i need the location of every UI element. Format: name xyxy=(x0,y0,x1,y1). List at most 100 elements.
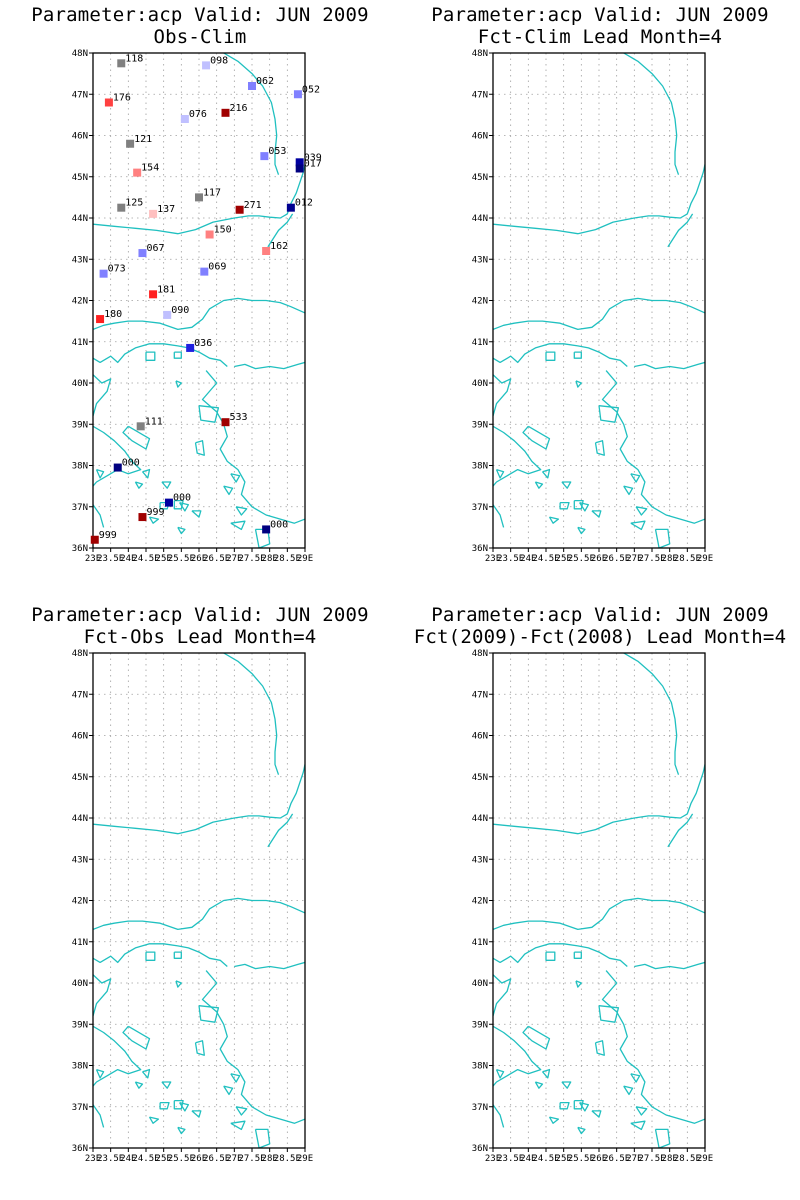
island-outline xyxy=(630,520,646,531)
island-outline xyxy=(545,351,556,361)
island-outline xyxy=(142,468,151,479)
island-outline xyxy=(594,440,605,456)
station-label: 000 xyxy=(173,493,191,504)
coastline xyxy=(93,1104,105,1128)
island-outline xyxy=(623,485,634,496)
coastline xyxy=(493,974,512,1017)
coastline xyxy=(267,813,294,848)
island-outline xyxy=(122,425,151,450)
station-label: 216 xyxy=(230,103,248,114)
panel-2-title-line2: Fct-Clim Lead Month=4 xyxy=(477,26,723,48)
station-label: 999 xyxy=(146,507,164,518)
station-label: 000 xyxy=(270,519,288,530)
map-panel-1: 48N47N46N45N44N43N42N41N40N39N38N37N36N2… xyxy=(72,49,322,564)
lat-tick-label: 39N xyxy=(72,1020,88,1030)
coastline xyxy=(493,1025,542,1087)
island-outline xyxy=(522,425,551,450)
lat-tick-label: 45N xyxy=(72,173,88,183)
station-label: 533 xyxy=(230,412,248,423)
lat-tick-label: 42N xyxy=(472,297,488,307)
lat-tick-label: 41N xyxy=(472,938,488,948)
island-outline xyxy=(223,1085,234,1096)
island-outline xyxy=(230,1120,246,1131)
map-panel-3: 48N47N46N45N44N43N42N41N40N39N38N37N36N2… xyxy=(72,649,313,1164)
panel-1-title: Parameter:acp Valid: JUN 2009 Obs-Clim xyxy=(0,4,400,48)
coastline-layer xyxy=(93,53,305,548)
coastline xyxy=(93,897,305,931)
lat-tick-label: 40N xyxy=(72,979,88,989)
lat-tick-label: 36N xyxy=(472,1144,488,1154)
lon-tick-label: 24.5E xyxy=(132,554,159,564)
lon-tick-label: 25E xyxy=(556,554,572,564)
station-label: 090 xyxy=(171,305,189,316)
station-label: 121 xyxy=(134,134,152,145)
lat-tick-label: 43N xyxy=(72,855,88,865)
station-marker xyxy=(126,139,135,148)
station-marker xyxy=(90,535,99,544)
lon-tick-label: 23.5E xyxy=(97,554,124,564)
coastline xyxy=(667,213,694,248)
station-label: 076 xyxy=(189,109,207,120)
coastline xyxy=(234,361,305,370)
island-outline xyxy=(95,468,105,479)
lon-tick-label: 25E xyxy=(156,1154,172,1164)
island-outline xyxy=(95,1068,105,1079)
lon-tick-label: 26E xyxy=(591,554,607,564)
panel-2-title: Parameter:acp Valid: JUN 2009 Fct-Clim L… xyxy=(400,4,800,48)
coastline xyxy=(493,943,628,967)
panel-4-title: Parameter:acp Valid: JUN 2009 Fct(2009)-… xyxy=(400,604,800,648)
island-outline xyxy=(495,468,505,479)
island-outline xyxy=(561,481,572,489)
island-outline xyxy=(635,506,648,516)
island-outline xyxy=(630,1073,641,1083)
lon-tick-label: 28.5E xyxy=(674,1154,701,1164)
island-outline xyxy=(159,1101,170,1110)
lat-tick-label: 38N xyxy=(472,1062,488,1072)
island-outline xyxy=(573,951,582,959)
panel-4-title-line2: Fct(2009)-Fct(2008) Lead Month=4 xyxy=(413,626,787,648)
lat-tick-label: 42N xyxy=(472,897,488,907)
lon-tick-label: 26E xyxy=(191,554,207,564)
lat-tick-label: 47N xyxy=(472,690,488,700)
lat-tick-label: 38N xyxy=(72,1062,88,1072)
coastline xyxy=(93,974,112,1017)
station-marker xyxy=(248,82,256,90)
station-marker xyxy=(117,59,126,68)
lat-tick-label: 44N xyxy=(72,814,88,824)
coastline xyxy=(93,504,105,528)
island-outline xyxy=(559,1101,570,1110)
lat-tick-label: 46N xyxy=(72,132,88,142)
coastline xyxy=(493,764,705,835)
lon-tick-label: 25E xyxy=(156,554,172,564)
island-outline xyxy=(235,1106,248,1116)
station-marker xyxy=(235,205,244,214)
coastline xyxy=(634,361,705,370)
station-label: 111 xyxy=(145,416,163,427)
station-label: 125 xyxy=(125,198,143,209)
station-label: 162 xyxy=(270,241,288,252)
station-label: 000 xyxy=(122,458,140,469)
island-outline xyxy=(179,1101,190,1112)
island-outline xyxy=(598,405,620,423)
coastline xyxy=(493,343,628,367)
lat-tick-label: 45N xyxy=(72,773,88,783)
station-marker xyxy=(293,90,302,99)
coastline-layer xyxy=(493,653,705,1148)
island-outline xyxy=(161,1081,172,1089)
coastline xyxy=(493,1104,505,1128)
station-marker xyxy=(117,203,126,212)
lat-tick-label: 36N xyxy=(472,544,488,554)
lon-tick-label: 23E xyxy=(85,1154,101,1164)
lon-tick-label: 24E xyxy=(520,1154,536,1164)
lat-tick-label: 48N xyxy=(472,49,488,59)
lon-tick-label: 28E xyxy=(262,554,278,564)
lon-tick-label: 28.5E xyxy=(674,554,701,564)
panel-1-title-line1: Parameter:acp Valid: JUN 2009 xyxy=(31,4,369,26)
island-outline xyxy=(654,1128,671,1148)
island-outline xyxy=(542,468,551,479)
coastline xyxy=(93,164,305,235)
station-label: 073 xyxy=(108,264,126,275)
station-label: 069 xyxy=(208,262,226,273)
island-outline xyxy=(134,481,144,489)
